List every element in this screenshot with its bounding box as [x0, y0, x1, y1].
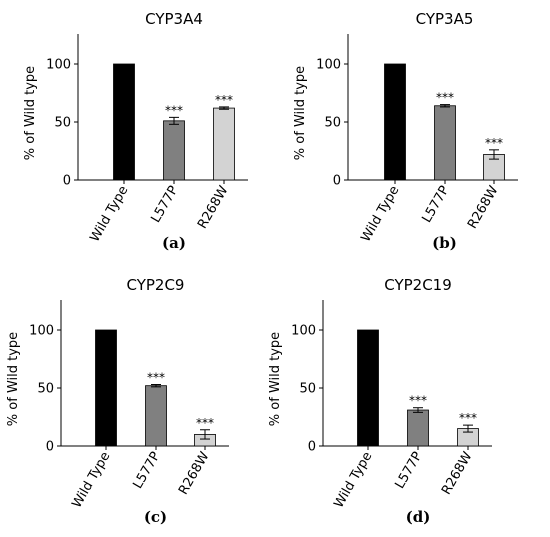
significance-label: ***	[409, 394, 427, 408]
y-tick-label: 100	[291, 324, 316, 339]
y-axis-label: % of Wild type	[293, 66, 308, 160]
y-axis-label: % of Wild type	[23, 66, 38, 160]
significance-label: ***	[147, 371, 165, 385]
x-tick-label: R268W	[439, 449, 475, 497]
x-tick-label: Wild Type	[69, 450, 113, 511]
chart-panel-4: CYP2C19 0 50 100 % of Wild type Wild Type *** L…	[268, 276, 492, 526]
x-tick-label: L577P	[131, 449, 164, 491]
panel-label: (c)	[144, 508, 167, 526]
significance-label: ***	[196, 416, 214, 430]
y-tick-label: 50	[299, 382, 316, 397]
bar-wild-type	[95, 329, 117, 447]
x-tick-label: Wild Type	[331, 450, 375, 511]
bar-r268w	[213, 107, 235, 181]
bar-l577p	[407, 409, 429, 447]
bar-wild-type	[113, 63, 135, 181]
bar-l577p	[145, 385, 167, 447]
bar-l577p	[163, 120, 185, 181]
bar-wild-type	[357, 329, 379, 447]
bar-wild-type	[384, 63, 406, 181]
panel-label: (a)	[162, 234, 186, 252]
y-tick-label: 100	[46, 58, 71, 73]
panel-label: (d)	[406, 508, 431, 526]
x-tick-label: R268W	[465, 183, 501, 231]
chart-panel-1: CYP3A4 0 50 100 % of Wild type Wild Type *** L5…	[23, 10, 248, 252]
y-axis-label: % of Wild type	[6, 332, 21, 426]
chart-title: CYP2C19	[384, 276, 452, 294]
y-tick-label: 100	[316, 58, 341, 73]
chart-panel-2: CYP3A5 0 50 100 % of Wild type Wild Type *** L5…	[293, 10, 518, 252]
x-tick-label: Wild Type	[87, 184, 131, 245]
x-tick-label: L577P	[393, 449, 426, 491]
significance-label: ***	[485, 136, 503, 150]
significance-label: ***	[436, 91, 454, 105]
y-tick-label: 0	[308, 440, 316, 455]
chart-title: CYP2C9	[127, 276, 185, 294]
bar-l577p	[434, 105, 456, 181]
y-axis-label: % of Wild type	[268, 332, 283, 426]
x-tick-label: Wild Type	[358, 184, 402, 245]
significance-label: ***	[215, 93, 233, 107]
panel-label: (b)	[432, 234, 457, 252]
x-tick-label: L577P	[420, 183, 453, 225]
y-tick-label: 0	[46, 440, 54, 455]
y-tick-label: 0	[333, 174, 341, 189]
x-tick-label: R268W	[195, 183, 231, 231]
x-tick-label: L577P	[149, 183, 182, 225]
x-tick-label: R268W	[176, 449, 212, 497]
chart-panel-3: CYP2C9 0 50 100 % of Wild type Wild Type *** L5…	[6, 276, 229, 526]
chart-title: CYP3A4	[145, 10, 203, 28]
y-tick-label: 50	[37, 382, 54, 397]
significance-label: ***	[459, 411, 477, 425]
y-tick-label: 50	[324, 116, 341, 131]
y-tick-label: 50	[54, 116, 71, 131]
y-tick-label: 0	[63, 174, 71, 189]
chart-title: CYP3A5	[416, 10, 474, 28]
significance-label: ***	[165, 103, 183, 117]
y-tick-label: 100	[29, 324, 54, 339]
